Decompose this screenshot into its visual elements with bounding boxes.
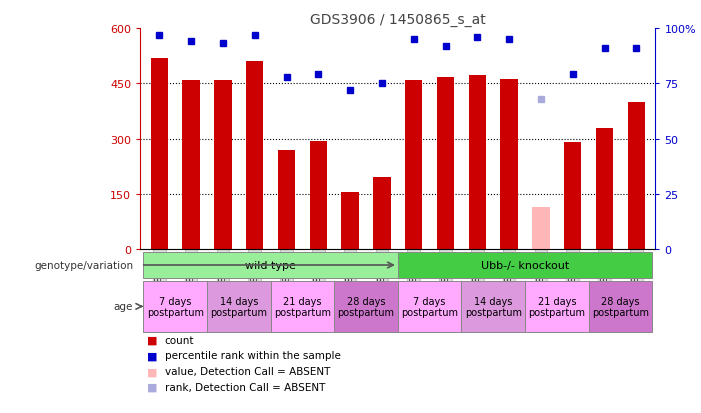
Text: age: age [114, 301, 133, 312]
Bar [341, 193, 359, 250]
Bar [334, 281, 398, 332]
Bar [596, 128, 613, 250]
Bar [461, 281, 525, 332]
Text: Ubb-/- knockout: Ubb-/- knockout [481, 260, 569, 271]
Text: ■: ■ [147, 382, 158, 392]
Text: genotype/variation: genotype/variation [34, 260, 133, 271]
Text: count: count [165, 335, 194, 345]
Text: percentile rank within the sample: percentile rank within the sample [165, 351, 341, 361]
Bar [144, 281, 207, 332]
Bar [207, 281, 271, 332]
Bar [627, 102, 645, 250]
Bar [182, 81, 200, 250]
Bar [405, 81, 423, 250]
Text: 14 days
postpartum: 14 days postpartum [465, 296, 522, 318]
Bar [398, 281, 461, 332]
Text: value, Detection Call = ABSENT: value, Detection Call = ABSENT [165, 366, 330, 376]
Bar [151, 58, 168, 250]
Text: 7 days
postpartum: 7 days postpartum [401, 296, 458, 318]
Bar [501, 80, 518, 250]
Bar [589, 281, 652, 332]
Bar [271, 281, 334, 332]
Bar [278, 150, 295, 250]
Text: 28 days
postpartum: 28 days postpartum [592, 296, 649, 318]
Bar [532, 207, 550, 250]
Bar [214, 81, 231, 250]
Bar [310, 141, 327, 250]
Text: rank, Detection Call = ABSENT: rank, Detection Call = ABSENT [165, 382, 325, 392]
Bar [525, 281, 589, 332]
Bar [373, 178, 390, 250]
Text: ■: ■ [147, 335, 158, 345]
Bar [246, 62, 264, 250]
Text: wild type: wild type [245, 260, 296, 271]
Text: ■: ■ [147, 366, 158, 376]
Bar [564, 143, 582, 250]
Text: 21 days
postpartum: 21 days postpartum [274, 296, 331, 318]
Text: 21 days
postpartum: 21 days postpartum [529, 296, 585, 318]
Bar [144, 252, 398, 279]
Bar [398, 252, 652, 279]
Text: 28 days
postpartum: 28 days postpartum [337, 296, 395, 318]
Text: ■: ■ [147, 351, 158, 361]
Text: 7 days
postpartum: 7 days postpartum [147, 296, 204, 318]
Bar [437, 78, 454, 250]
Bar [468, 76, 486, 250]
Text: 14 days
postpartum: 14 days postpartum [210, 296, 267, 318]
Title: GDS3906 / 1450865_s_at: GDS3906 / 1450865_s_at [310, 12, 486, 26]
